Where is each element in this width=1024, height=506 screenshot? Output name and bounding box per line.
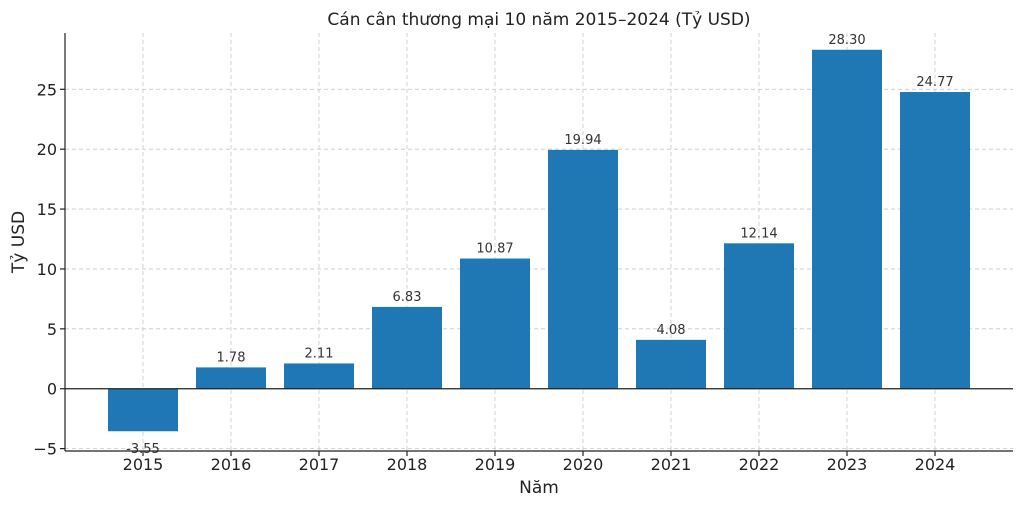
x-tick-label-2016: 2016 (211, 455, 252, 474)
data-label-2023: 28.30 (828, 33, 865, 48)
x-tick-label-2021: 2021 (651, 455, 692, 474)
data-labels: -3.55 1.78 2.11 6.83 10.87 19.94 4.08 12.14 28.3… (126, 33, 953, 457)
x-tick-label-2019: 2019 (475, 455, 516, 474)
data-label-2015: -3.55 (126, 442, 160, 457)
data-label-2024: 24.77 (916, 75, 953, 90)
bar-2017 (284, 363, 354, 389)
data-label-2018: 6.83 (393, 290, 422, 305)
bar-2021 (636, 339, 706, 389)
bar-2015 (108, 388, 178, 432)
data-label-2021: 4.08 (657, 323, 686, 338)
x-tick-label-2022: 2022 (739, 455, 780, 474)
x-tick-label-2024: 2024 (915, 455, 956, 474)
chart-title: Cán cân thương mại 10 năm 2015–2024 (Tỷ … (327, 10, 750, 30)
x-tick-label-2020: 2020 (563, 455, 604, 474)
bar-2022 (724, 243, 794, 389)
x-tick-labels: 2015 2016 2017 2018 2019 2020 2021 2022 2023 2024 (123, 451, 956, 474)
bar-2019 (460, 258, 530, 389)
y-tick-label: −5 (33, 440, 57, 459)
y-tick-label: 20 (37, 140, 57, 159)
x-tick-label-2018: 2018 (387, 455, 428, 474)
bar-2016 (196, 367, 266, 389)
data-label-2022: 12.14 (740, 226, 777, 241)
bars (108, 49, 970, 432)
y-tick-label: 15 (37, 200, 57, 219)
y-axis-label: Tỷ USD (9, 211, 29, 274)
x-tick-label-2023: 2023 (827, 455, 868, 474)
y-tick-label: 0 (47, 380, 57, 399)
x-tick-label-2017: 2017 (299, 455, 340, 474)
bar-2024 (900, 92, 970, 389)
bar-2018 (372, 306, 442, 389)
data-label-2020: 19.94 (564, 133, 601, 148)
y-tick-label: 25 (37, 80, 57, 99)
data-label-2019: 10.87 (476, 242, 513, 257)
x-axis-label: Năm (519, 478, 559, 498)
data-label-2017: 2.11 (305, 346, 334, 361)
axes (64, 33, 1013, 452)
bar-2020 (548, 149, 618, 389)
x-tick-label-2015: 2015 (123, 455, 164, 474)
bar-2023 (812, 49, 882, 389)
y-tick-label: 10 (37, 260, 57, 279)
data-label-2016: 1.78 (217, 350, 246, 365)
y-tick-labels: −5 0 5 10 15 20 25 (33, 80, 65, 459)
y-tick-label: 5 (47, 320, 57, 339)
